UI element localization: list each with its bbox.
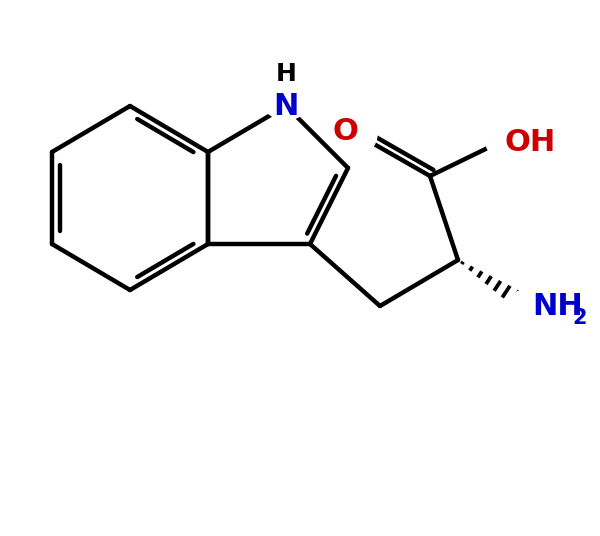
Ellipse shape — [258, 60, 314, 120]
Ellipse shape — [333, 112, 377, 156]
Text: 2: 2 — [572, 308, 587, 328]
Text: OH: OH — [504, 128, 555, 157]
Text: O: O — [332, 116, 358, 145]
Text: N: N — [274, 92, 299, 121]
Text: H: H — [275, 62, 296, 86]
Text: NH: NH — [532, 292, 583, 321]
Ellipse shape — [507, 284, 597, 328]
Ellipse shape — [486, 120, 550, 164]
